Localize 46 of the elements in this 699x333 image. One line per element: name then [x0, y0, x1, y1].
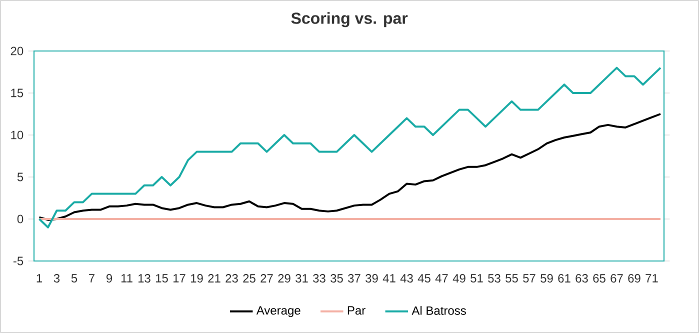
x-tick-label: 31	[296, 274, 308, 283]
x-tick-label: 45	[418, 274, 430, 282]
x-tick-label: 25	[243, 274, 256, 283]
x-tick-label: 9	[106, 274, 112, 283]
x-tick-label: 35	[330, 274, 343, 283]
x-tick-label: 47	[435, 274, 448, 282]
x-tick-label: 37	[348, 274, 360, 283]
y-tick-label: -5	[13, 256, 24, 266]
legend-label: Par	[348, 306, 366, 315]
x-tick-label: 61	[558, 274, 570, 283]
x-tick-label: 7	[89, 274, 94, 282]
legend-label: Al Batross	[412, 306, 466, 315]
x-tick-label: 13	[138, 274, 150, 283]
x-tick-label: 5	[71, 274, 78, 282]
x-tick-label: 19	[191, 274, 203, 283]
x-tick-label: 63	[576, 274, 588, 283]
x-tick-label: 43	[400, 274, 413, 283]
x-tick-label: 65	[593, 274, 606, 283]
y-tick-label: 5	[17, 172, 24, 182]
x-tick-label: 55	[506, 274, 518, 282]
x-tick-label: 17	[174, 274, 186, 282]
y-tick-label: 20	[10, 46, 24, 56]
x-tick-label: 41	[382, 274, 396, 282]
y-tick-label: 15	[11, 88, 24, 98]
x-tick-label: 39	[366, 274, 378, 283]
x-tick-label: 29	[278, 274, 290, 283]
x-tick-label: 15	[156, 274, 168, 282]
x-tick-label: 71	[646, 274, 658, 282]
x-tick-label: 11	[121, 274, 132, 282]
x-tick-label: 69	[628, 274, 640, 283]
x-tick-label: 21	[208, 274, 220, 282]
chart-title: Scoring vs. par	[291, 12, 408, 28]
y-tick-label: 0	[17, 214, 24, 224]
legend-label: Average	[256, 306, 300, 318]
x-tick-label: 49	[452, 274, 466, 283]
x-tick-label: 59	[540, 274, 553, 283]
x-tick-label: 1	[36, 274, 42, 282]
x-tick-label: 33	[313, 274, 326, 283]
x-tick-label: 3	[54, 274, 60, 283]
x-tick-label: 51	[470, 274, 483, 282]
x-tick-label: 57	[523, 274, 536, 282]
x-tick-label: 23	[226, 274, 238, 283]
x-tick-label: 27	[260, 274, 273, 282]
y-tick-label: 10	[11, 130, 24, 140]
x-tick-label: 53	[488, 274, 500, 283]
x-tick-label: 67	[610, 274, 623, 283]
